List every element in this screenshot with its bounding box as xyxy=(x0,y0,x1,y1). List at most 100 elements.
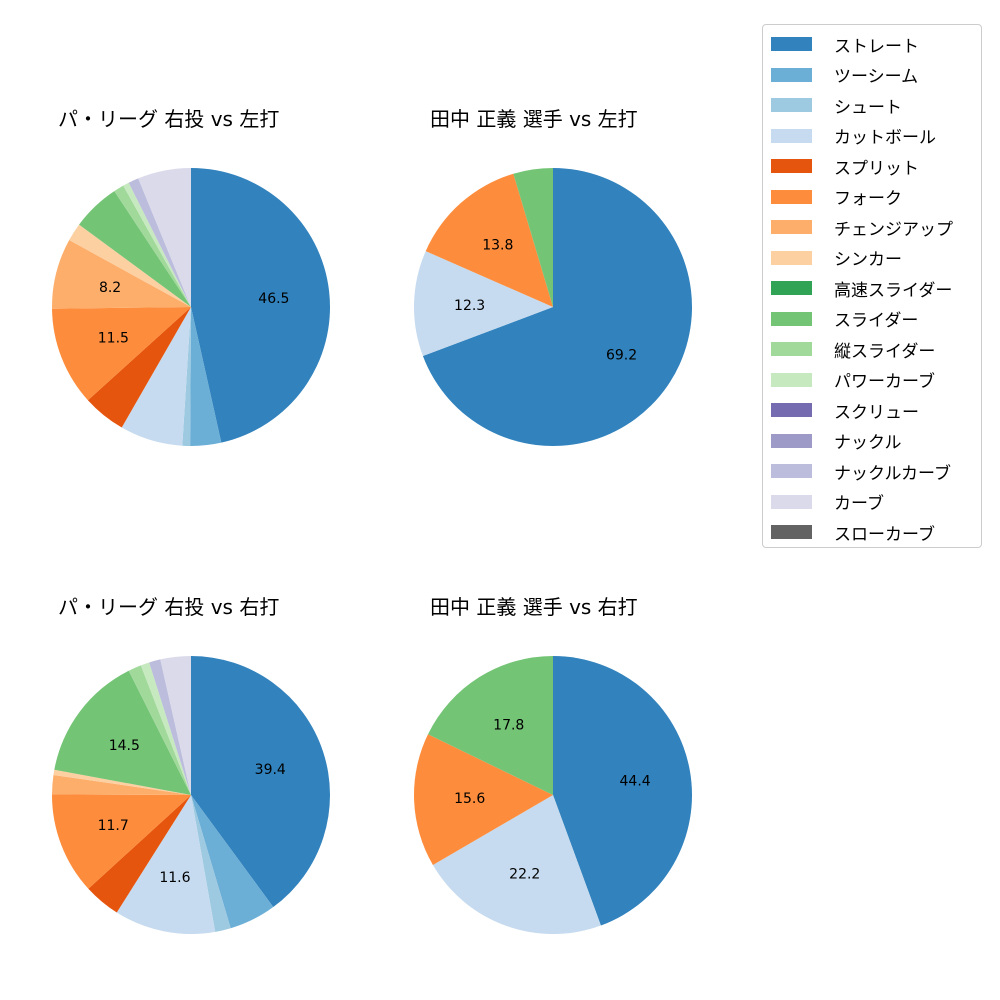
legend-item: ストレート xyxy=(771,34,919,57)
legend-item: スプリット xyxy=(771,156,919,179)
legend-item: スクリュー xyxy=(771,400,919,423)
pie-wedge xyxy=(191,795,274,929)
legend-label: ストレート xyxy=(834,36,919,57)
pie-wedge xyxy=(52,774,191,795)
legend-swatch xyxy=(771,433,812,448)
pie-value-label: 11.5 xyxy=(98,330,129,346)
legend-swatch xyxy=(771,98,812,112)
pie-value-label: 69.2 xyxy=(606,347,637,363)
legend-swatch xyxy=(771,220,812,234)
pie-wedge xyxy=(513,168,553,307)
legend-item: 高速スライダー xyxy=(771,278,953,301)
legend-swatch xyxy=(771,159,812,173)
legend-item: シンカー xyxy=(771,248,902,270)
pie-wedge xyxy=(414,734,553,866)
pie-value-label: 11.7 xyxy=(98,818,129,834)
pie-wedge xyxy=(53,769,191,795)
pie-wedge xyxy=(79,191,191,307)
pie-value-label: 44.4 xyxy=(620,773,651,789)
legend-swatch xyxy=(771,189,812,204)
pie-value-label: 11.6 xyxy=(159,870,190,886)
legend-swatch xyxy=(771,372,812,387)
legend-item: スローカーブ xyxy=(771,522,935,545)
pie-wedge xyxy=(138,168,191,307)
legend-item: パワーカーブ xyxy=(771,370,935,392)
pie-wedge xyxy=(116,795,216,935)
legend-swatch xyxy=(771,494,812,509)
legend-label: スプリット xyxy=(834,158,919,179)
legend-label: フォーク xyxy=(834,189,902,209)
pie-wedge xyxy=(182,307,191,446)
pie-wedge xyxy=(422,168,692,447)
pie-wedge xyxy=(88,795,191,913)
pie-value-label: 46.5 xyxy=(258,291,289,307)
pie-wedge xyxy=(191,656,330,908)
pie-wedge xyxy=(52,307,192,401)
legend-item: ナックルカーブ xyxy=(771,461,951,484)
legend-swatch xyxy=(771,403,812,417)
pie-wedge xyxy=(432,795,601,934)
legend-item: ツーシーム xyxy=(771,65,919,87)
legend-swatch xyxy=(771,281,812,295)
pie-wedge xyxy=(190,307,222,446)
pie-value-label: 39.4 xyxy=(255,762,286,778)
pie-wedge xyxy=(553,656,692,926)
pie-wedge xyxy=(413,251,553,356)
legend-item: カーブ xyxy=(771,492,884,514)
pie-value-label: 15.6 xyxy=(454,791,485,807)
legend-swatch xyxy=(771,37,812,51)
pie-wedge xyxy=(51,794,191,889)
pie-title-league-vs-right: パ・リーグ 右投 vs 右打 xyxy=(58,595,280,619)
legend-label: 縦スライダー xyxy=(834,341,936,362)
pie-title-league-vs-left: パ・リーグ 右投 vs 左打 xyxy=(58,107,280,131)
legend-label: スクリュー xyxy=(834,402,919,423)
pie-wedge xyxy=(87,307,191,428)
pie-wedge xyxy=(52,240,191,309)
legend-label: パワーカーブ xyxy=(834,372,935,392)
pie-wedge xyxy=(123,182,191,307)
legend-label: ナックルカーブ xyxy=(834,463,951,484)
legend-label: シュート xyxy=(834,97,902,118)
legend-item: カットボール xyxy=(771,126,936,148)
legend-swatch xyxy=(771,67,812,82)
legend-item: チェンジアップ xyxy=(771,217,953,240)
pie-value-label: 13.8 xyxy=(482,237,513,253)
pie-wedge xyxy=(427,656,553,795)
legend-label: 高速スライダー xyxy=(834,280,953,301)
legend-label: スライダー xyxy=(834,311,919,331)
pie-value-label: 8.2 xyxy=(99,280,121,296)
pie-wedge xyxy=(191,795,231,932)
pie-value-label: 12.3 xyxy=(454,298,485,314)
pie-wedge xyxy=(121,307,191,446)
legend-label: シンカー xyxy=(834,250,902,270)
pie-wedge xyxy=(69,224,191,307)
legend-swatch xyxy=(771,525,812,539)
legend-label: ナックル xyxy=(834,433,902,453)
legend-item: スライダー xyxy=(771,309,919,331)
legend-item: シュート xyxy=(771,95,902,118)
legend-swatch xyxy=(771,311,812,326)
pie-wedge xyxy=(191,168,331,443)
legend: ストレートツーシームシュートカットボール スプリットフォークチェンジアップ シンカー… xyxy=(762,24,982,548)
legend-item: フォーク xyxy=(771,187,902,209)
pie-wedge xyxy=(114,185,191,307)
legend-label: カットボール xyxy=(834,128,936,148)
pie-wedge xyxy=(140,662,191,795)
pie-wedge xyxy=(128,178,191,307)
legend-label: チェンジアップ xyxy=(834,219,953,240)
legend-item: ナックル xyxy=(771,431,902,453)
legend-label: ツーシーム xyxy=(834,67,919,87)
legend-swatch xyxy=(771,128,812,143)
pie-title-player-vs-right: 田中 正義 選手 vs 右打 xyxy=(430,595,638,619)
pie-wedge xyxy=(149,659,191,795)
legend-item: 縦スライダー xyxy=(771,339,936,362)
pie-wedge xyxy=(54,670,191,795)
pie-wedge xyxy=(128,665,191,795)
legend-label: カーブ xyxy=(834,494,884,514)
pie-title-player-vs-left: 田中 正義 選手 vs 左打 xyxy=(430,107,638,131)
legend-swatch xyxy=(771,464,812,478)
legend-swatch xyxy=(771,342,812,356)
legend-label: スローカーブ xyxy=(834,524,935,545)
pie-value-label: 22.2 xyxy=(509,866,540,882)
pie-value-label: 14.5 xyxy=(109,738,140,754)
